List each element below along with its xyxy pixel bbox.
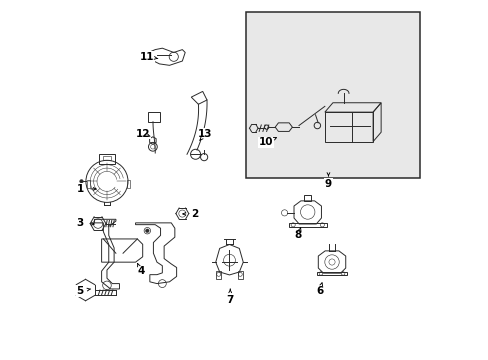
- Text: 10: 10: [258, 138, 273, 148]
- Text: 12: 12: [135, 129, 150, 139]
- Text: 1: 1: [77, 184, 83, 194]
- Bar: [288, 223, 326, 227]
- Bar: [237, 271, 243, 279]
- Text: 13: 13: [198, 129, 212, 139]
- Bar: [324, 112, 372, 141]
- Bar: [87, 180, 90, 188]
- Text: 2: 2: [190, 209, 198, 219]
- Text: 9: 9: [324, 179, 331, 189]
- Text: 6: 6: [315, 286, 323, 296]
- Text: 11: 11: [140, 52, 154, 62]
- Circle shape: [145, 229, 149, 233]
- Bar: [216, 271, 221, 279]
- Bar: [147, 112, 160, 122]
- Bar: [103, 156, 111, 160]
- Text: 4: 4: [137, 266, 144, 276]
- Circle shape: [80, 180, 83, 183]
- Text: 3: 3: [77, 218, 83, 228]
- Text: 5: 5: [77, 286, 83, 296]
- Bar: [127, 180, 130, 188]
- Bar: [316, 272, 347, 275]
- Bar: [246, 12, 419, 178]
- Text: 8: 8: [294, 230, 301, 240]
- Bar: [99, 154, 115, 164]
- Bar: [304, 195, 310, 201]
- Text: 7: 7: [226, 295, 233, 305]
